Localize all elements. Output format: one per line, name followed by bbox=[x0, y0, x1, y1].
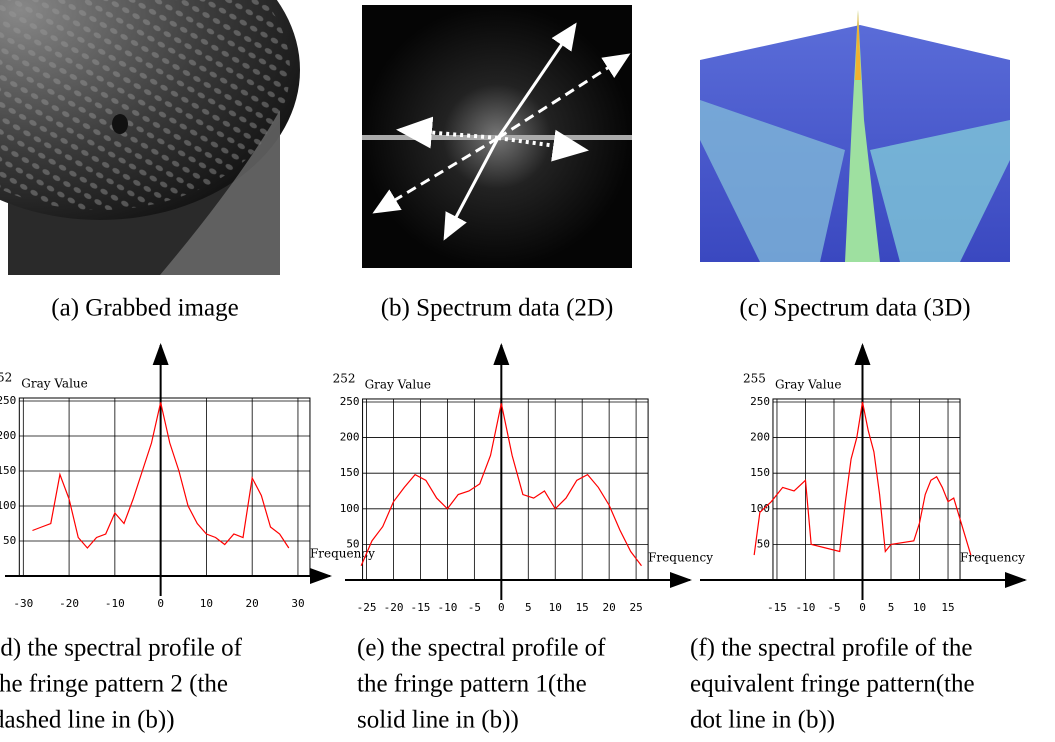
x-tick-label: 15 bbox=[576, 601, 589, 614]
x-tick-label: -10 bbox=[796, 601, 816, 614]
chart-caption: the fringe pattern 2 (the bbox=[0, 671, 228, 698]
x-tick-label: 0 bbox=[859, 601, 866, 614]
x-axis-label: Frequency bbox=[648, 551, 713, 565]
y-tick-label: 200 bbox=[750, 431, 770, 444]
x-tick-label: 5 bbox=[888, 601, 895, 614]
plot-frame bbox=[362, 398, 649, 581]
x-axis-label: Frequency bbox=[960, 551, 1025, 565]
image-caption: (a) Grabbed image bbox=[51, 295, 238, 322]
x-tick-label: -25 bbox=[357, 601, 377, 614]
x-tick-label: 15 bbox=[941, 601, 954, 614]
plot-frame bbox=[18, 397, 311, 577]
y-tick-label: 100 bbox=[340, 502, 360, 515]
y-tick-label: 200 bbox=[0, 429, 16, 442]
plot-frame bbox=[772, 398, 961, 581]
x-tick-label: 30 bbox=[291, 597, 304, 610]
x-tick-label: -5 bbox=[827, 601, 840, 614]
x-tick-label: -15 bbox=[411, 601, 431, 614]
y-tick-label: 50 bbox=[3, 534, 16, 547]
image-b bbox=[362, 5, 632, 268]
y-axis-label: Gray Value bbox=[775, 377, 841, 391]
image-c bbox=[700, 5, 1010, 262]
x-tick-label: 25 bbox=[629, 601, 642, 614]
x-tick-label: -5 bbox=[468, 601, 481, 614]
x-tick-label: -20 bbox=[384, 601, 404, 614]
y-tick-label: 50 bbox=[757, 537, 770, 550]
data-line bbox=[360, 403, 642, 567]
x-tick-label: 10 bbox=[200, 597, 213, 610]
y-tick-label: 150 bbox=[340, 466, 360, 479]
x-tick-label: 5 bbox=[525, 601, 532, 614]
x-axis-label: Frequency bbox=[310, 547, 375, 561]
chart-caption: dot line in (b)) bbox=[690, 707, 835, 734]
x-tick-label: -10 bbox=[437, 601, 457, 614]
y-tick-label: 250 bbox=[750, 395, 770, 408]
image-caption: (b) Spectrum data (2D) bbox=[381, 295, 614, 322]
x-tick-label: 20 bbox=[246, 597, 259, 610]
y-axis-label: Gray Value bbox=[365, 377, 431, 391]
data-line bbox=[753, 401, 972, 556]
annotation: 255 bbox=[743, 371, 766, 385]
chart-caption: solid line in (b)) bbox=[357, 707, 519, 734]
y-tick-label: 100 bbox=[0, 499, 16, 512]
y-tick-label: 250 bbox=[0, 394, 16, 407]
chart-caption: the fringe pattern 1(the bbox=[357, 671, 587, 698]
chart-caption: (e) the spectral profile of bbox=[357, 635, 606, 662]
x-tick-label: 0 bbox=[498, 601, 505, 614]
chart-caption: (d) the spectral profile of bbox=[0, 635, 243, 662]
x-tick-label: 0 bbox=[157, 597, 164, 610]
y-tick-label: 250 bbox=[340, 395, 360, 408]
chart-caption: equivalent fringe pattern(the bbox=[690, 671, 975, 698]
data-line bbox=[32, 402, 290, 549]
annotation: 252 bbox=[333, 371, 356, 385]
x-tick-label: 10 bbox=[913, 601, 926, 614]
image-a bbox=[0, 0, 300, 275]
y-axis-label: Gray Value bbox=[21, 377, 87, 391]
x-tick-label: -10 bbox=[105, 597, 125, 610]
x-tick-label: 10 bbox=[549, 601, 562, 614]
image-caption: (c) Spectrum data (3D) bbox=[739, 295, 970, 322]
x-tick-label: -15 bbox=[767, 601, 787, 614]
chart-caption: dashed line in (b)) bbox=[0, 707, 175, 734]
y-tick-label: 50 bbox=[346, 537, 359, 550]
annotation: 252 bbox=[0, 371, 12, 385]
y-tick-label: 150 bbox=[0, 464, 16, 477]
y-tick-label: 100 bbox=[750, 502, 770, 515]
y-tick-label: 200 bbox=[340, 431, 360, 444]
y-tick-label: 150 bbox=[750, 466, 770, 479]
x-tick-label: -30 bbox=[13, 597, 33, 610]
x-tick-label: -20 bbox=[59, 597, 79, 610]
x-tick-label: 20 bbox=[603, 601, 616, 614]
chart-caption: (f) the spectral profile of the bbox=[690, 635, 973, 662]
